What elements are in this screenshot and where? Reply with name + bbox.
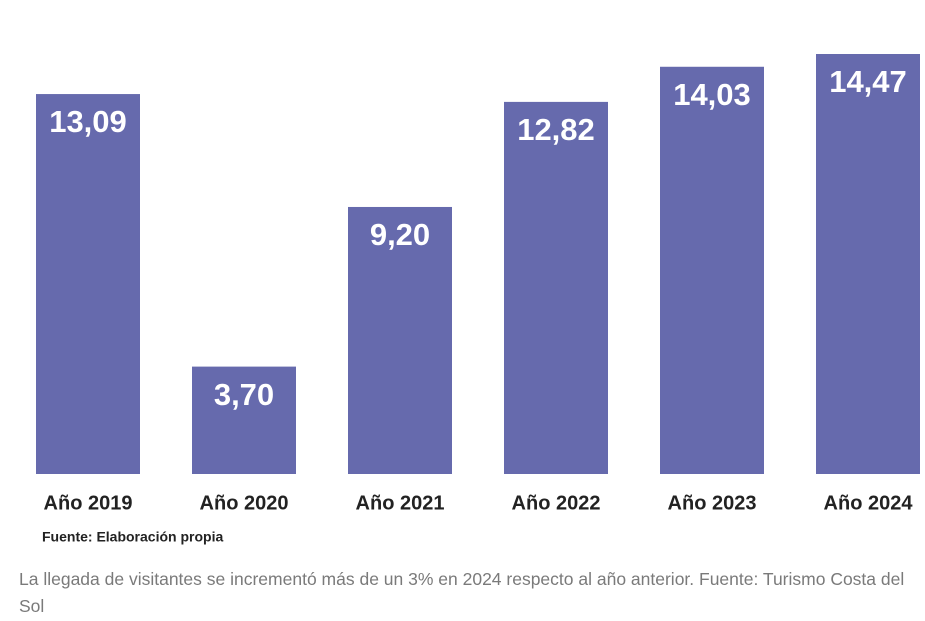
x-tick-label: Año 2024 <box>824 492 914 514</box>
bar <box>192 366 296 474</box>
value-label: 3,70 <box>214 377 274 412</box>
value-label: 14,03 <box>673 77 751 112</box>
value-label: 12,82 <box>517 112 595 147</box>
value-label: 9,20 <box>370 217 430 252</box>
x-tick-label: Año 2020 <box>200 492 289 514</box>
value-label: 13,09 <box>49 104 127 139</box>
x-tick-label: Año 2019 <box>44 492 133 514</box>
bar <box>36 94 140 474</box>
bar <box>504 101 608 475</box>
bar <box>348 206 452 474</box>
x-tick-label: Año 2021 <box>356 492 445 514</box>
x-tick-label: Año 2022 <box>512 492 601 514</box>
caption: La llegada de visitantes se incrementó m… <box>19 569 905 616</box>
chart: Fuente: Elaboración propia 13,09 Año 2019… <box>36 54 920 545</box>
x-tick-label: Año 2023 <box>668 492 757 514</box>
value-label: 14,47 <box>829 64 907 99</box>
bar <box>816 54 920 474</box>
bar <box>660 66 764 475</box>
chart-source: Fuente: Elaboración propia <box>42 529 223 545</box>
